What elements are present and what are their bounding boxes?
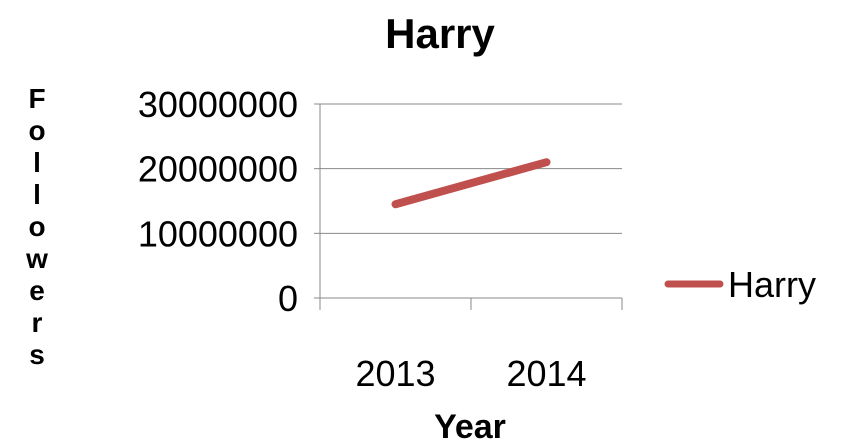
y-axis-label-letter: o [28, 211, 45, 242]
y-tick-label: 0 [278, 278, 298, 319]
y-axis-label-letter: s [29, 339, 45, 370]
y-axis-label-letter: o [28, 115, 45, 146]
gridlines [320, 103, 622, 234]
y-tick-label: 20000000 [138, 149, 298, 190]
x-tick-label: 2014 [506, 353, 586, 394]
y-axis-label-letter: l [33, 147, 41, 178]
x-axis-label: Year [434, 408, 506, 446]
y-axis-label-letter: l [33, 179, 41, 210]
y-axis-label-letter: F [28, 83, 45, 114]
y-axis-label-letter: w [25, 243, 48, 274]
axes [314, 103, 623, 310]
chart-title: Harry [385, 10, 495, 57]
x-tick-label: 2013 [355, 353, 435, 394]
legend: Harry [664, 264, 816, 305]
series-group [391, 158, 551, 209]
y-axis-ticks: 0 10000000 20000000 30000000 [138, 84, 298, 319]
y-tick-label: 30000000 [138, 84, 298, 125]
y-axis-label-letter: r [32, 307, 43, 338]
series-line-harry [391, 158, 551, 209]
legend-label-harry: Harry [728, 264, 816, 305]
x-axis-ticks: 2013 2014 [355, 353, 586, 394]
y-tick-label: 10000000 [138, 213, 298, 254]
y-axis-label-letter: e [29, 275, 45, 306]
